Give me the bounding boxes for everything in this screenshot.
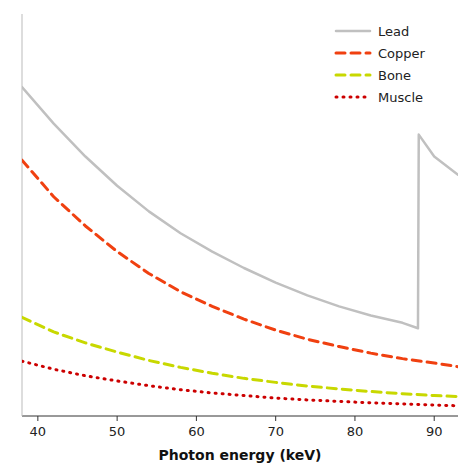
x-tick-label: 60 <box>188 424 205 439</box>
x-tick-label: 40 <box>30 424 47 439</box>
x-tick-label: 70 <box>267 424 284 439</box>
x-axis-label: Photon energy (keV) <box>159 447 322 463</box>
legend-swatch <box>336 30 370 33</box>
plot-area <box>22 87 458 406</box>
series-line <box>22 160 458 366</box>
x-tick <box>37 416 38 421</box>
y-axis-line <box>22 14 23 416</box>
axes: 40 50 60 70 80 90 <box>22 14 458 439</box>
legend-swatch <box>336 52 370 55</box>
legend-swatch <box>336 96 370 99</box>
x-tick <box>434 416 435 421</box>
series-line <box>22 361 458 406</box>
legend-label: Lead <box>378 24 409 39</box>
x-tick <box>117 416 118 421</box>
x-tick <box>196 416 197 421</box>
x-tick-label: 50 <box>109 424 126 439</box>
legend-label: Bone <box>378 68 411 83</box>
legend-label: Muscle <box>378 90 423 105</box>
legend-swatch <box>336 74 370 77</box>
x-axis-line <box>22 416 458 417</box>
x-tick <box>354 416 355 421</box>
x-tick-label: 80 <box>347 424 364 439</box>
legend-label: Copper <box>378 46 426 61</box>
legend: Lead Copper Bone Muscle <box>336 24 426 105</box>
x-tick <box>275 416 276 421</box>
series-line <box>22 317 458 396</box>
chart: 40 50 60 70 80 90 Photon energy (keV) Lead Coppe… <box>0 0 474 474</box>
series-line <box>22 87 458 328</box>
x-tick-label: 90 <box>426 424 443 439</box>
